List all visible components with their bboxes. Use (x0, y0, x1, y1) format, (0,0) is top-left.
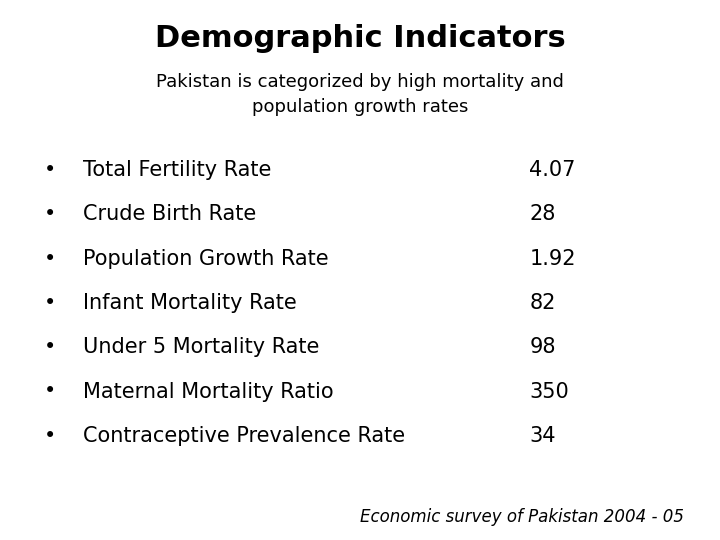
Text: •: • (44, 381, 57, 402)
Text: 350: 350 (529, 381, 569, 402)
Text: Pakistan is categorized by high mortality and
population growth rates: Pakistan is categorized by high mortalit… (156, 73, 564, 116)
Text: Total Fertility Rate: Total Fertility Rate (83, 160, 271, 180)
Text: 28: 28 (529, 204, 556, 225)
Text: Economic survey of Pakistan 2004 - 05: Economic survey of Pakistan 2004 - 05 (360, 509, 684, 526)
Text: 98: 98 (529, 337, 556, 357)
Text: Crude Birth Rate: Crude Birth Rate (83, 204, 256, 225)
Text: 82: 82 (529, 293, 556, 313)
Text: •: • (44, 160, 57, 180)
Text: 34: 34 (529, 426, 556, 446)
Text: 4.07: 4.07 (529, 160, 575, 180)
Text: Contraceptive Prevalence Rate: Contraceptive Prevalence Rate (83, 426, 405, 446)
Text: •: • (44, 248, 57, 269)
Text: Maternal Mortality Ratio: Maternal Mortality Ratio (83, 381, 333, 402)
Text: Infant Mortality Rate: Infant Mortality Rate (83, 293, 297, 313)
Text: 1.92: 1.92 (529, 248, 576, 269)
Text: •: • (44, 204, 57, 225)
Text: •: • (44, 337, 57, 357)
Text: •: • (44, 293, 57, 313)
Text: •: • (44, 426, 57, 446)
Text: Population Growth Rate: Population Growth Rate (83, 248, 328, 269)
Text: Demographic Indicators: Demographic Indicators (155, 24, 565, 53)
Text: Under 5 Mortality Rate: Under 5 Mortality Rate (83, 337, 319, 357)
